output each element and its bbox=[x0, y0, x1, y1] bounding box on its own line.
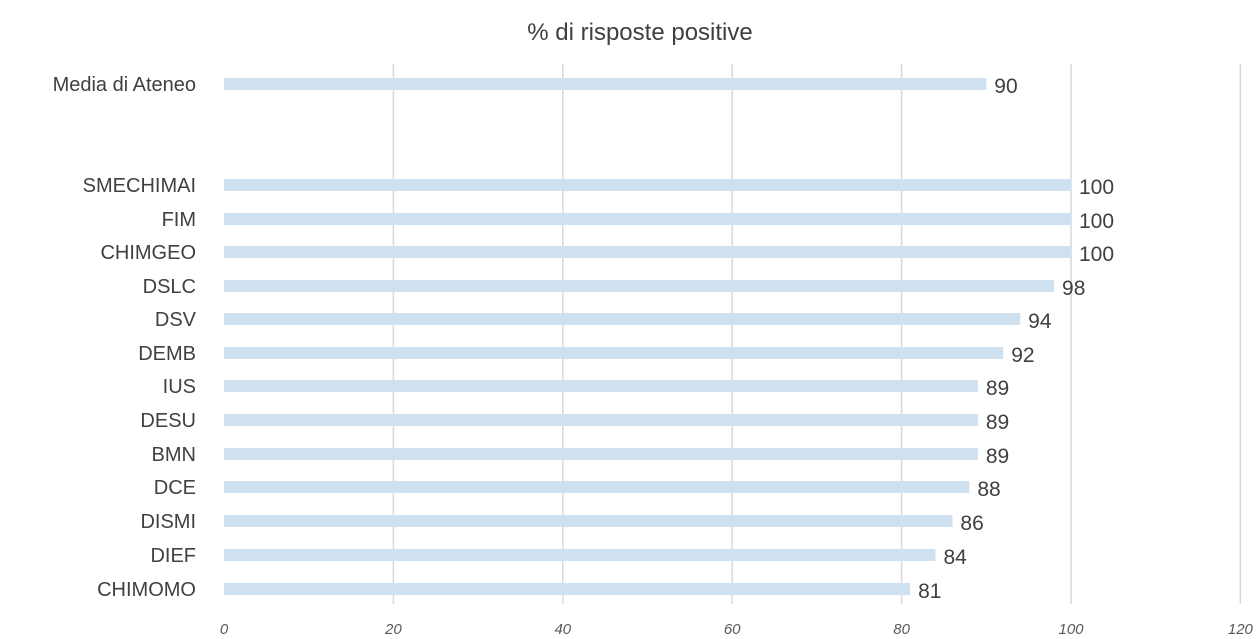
data-label: 88 bbox=[977, 478, 1000, 501]
bar bbox=[224, 380, 978, 392]
data-label: 89 bbox=[986, 411, 1009, 434]
x-tick-label: 20 bbox=[384, 621, 402, 638]
label-layer: Media di Ateneo 90 SMECHIMAI 100 FIM 100 CHIMG… bbox=[53, 74, 1114, 603]
category-label: DSV bbox=[155, 309, 197, 331]
category-label: DIEF bbox=[150, 545, 196, 567]
category-label: CHIMOMO bbox=[97, 579, 196, 601]
data-label: 94 bbox=[1028, 310, 1052, 333]
bar bbox=[224, 246, 1071, 258]
data-label: 98 bbox=[1062, 277, 1085, 300]
category-label: DESU bbox=[140, 410, 196, 432]
category-label: FIM bbox=[162, 209, 196, 231]
tick-layer: 0 20 40 60 80 100 120 bbox=[220, 621, 1254, 638]
category-label: IUS bbox=[163, 376, 196, 398]
bar bbox=[224, 78, 987, 90]
grid-layer bbox=[392, 64, 1242, 604]
chart-title: % di risposte positive bbox=[527, 19, 752, 46]
category-label: DCE bbox=[154, 477, 196, 499]
x-tick-label: 80 bbox=[893, 621, 910, 638]
data-label: 90 bbox=[994, 75, 1017, 98]
bar bbox=[224, 481, 970, 493]
data-label: 84 bbox=[943, 546, 967, 569]
data-label: 89 bbox=[986, 377, 1009, 400]
category-label: DEMB bbox=[138, 343, 196, 365]
category-label: SMECHIMAI bbox=[83, 175, 196, 197]
bar bbox=[224, 280, 1055, 292]
data-label: 100 bbox=[1079, 210, 1114, 233]
x-tick-label: 120 bbox=[1228, 621, 1254, 638]
data-label: 92 bbox=[1011, 344, 1034, 367]
bar bbox=[224, 448, 978, 460]
x-tick-label: 0 bbox=[220, 621, 229, 638]
bar bbox=[224, 414, 978, 426]
bar bbox=[224, 347, 1004, 359]
x-tick-label: 100 bbox=[1058, 621, 1084, 638]
bar bbox=[224, 213, 1071, 225]
x-tick-label: 60 bbox=[724, 621, 741, 638]
category-label: CHIMGEO bbox=[100, 242, 196, 264]
data-label: 89 bbox=[986, 445, 1009, 468]
bar bbox=[224, 515, 953, 527]
data-label: 100 bbox=[1079, 243, 1114, 266]
x-tick-label: 40 bbox=[554, 621, 571, 638]
category-label: DSLC bbox=[143, 276, 196, 298]
category-label: BMN bbox=[152, 444, 196, 466]
data-label: 100 bbox=[1079, 176, 1114, 199]
bar bbox=[224, 313, 1021, 325]
category-label: Media di Ateneo bbox=[53, 74, 196, 96]
bar bbox=[224, 549, 936, 561]
category-label: DISMI bbox=[140, 511, 196, 533]
data-label: 86 bbox=[960, 512, 983, 535]
data-label: 81 bbox=[918, 580, 941, 603]
bar bbox=[224, 583, 911, 595]
bar-layer bbox=[224, 78, 1071, 595]
bar bbox=[224, 179, 1071, 191]
